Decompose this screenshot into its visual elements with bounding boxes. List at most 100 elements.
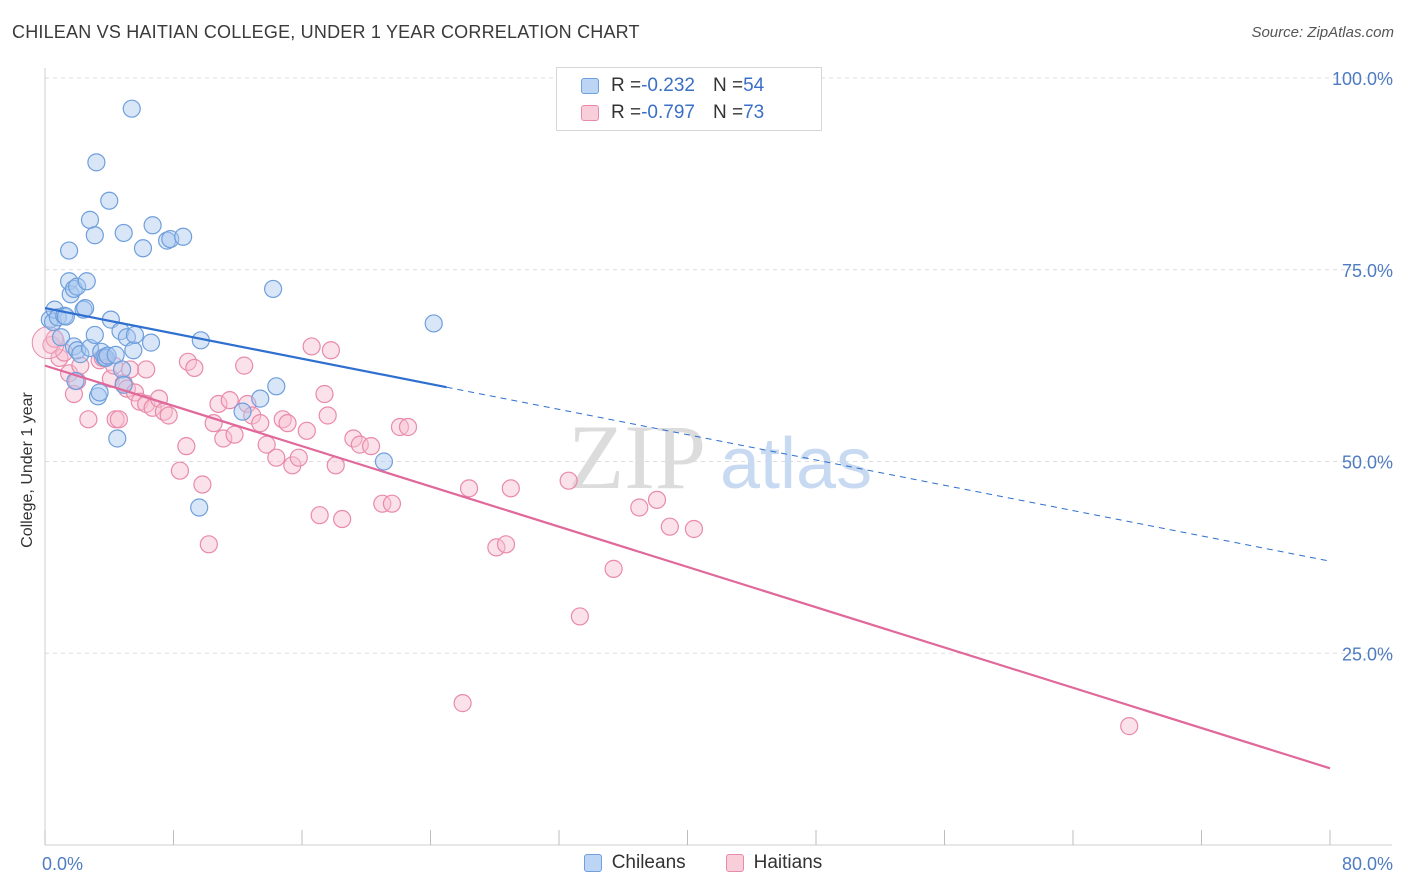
legend-r-value: -0.232: [641, 75, 695, 96]
correlation-legend: R = -0.232 N = 54 R = -0.797 N = 73: [556, 67, 822, 131]
haitians-point: [297, 421, 316, 440]
legend-swatch-blue: [583, 854, 602, 872]
haitians-trend-line: [44, 364, 1331, 770]
haitians-point: [559, 471, 578, 490]
legend-swatch-pink: [581, 105, 599, 121]
haitians-point: [289, 448, 308, 467]
chileans-point: [267, 377, 286, 396]
chileans-point: [251, 389, 270, 408]
haitians-point: [267, 448, 286, 467]
haitians-point: [684, 519, 704, 539]
chileans-point: [141, 333, 161, 352]
chileans-point: [71, 345, 90, 364]
axes-layer: [44, 68, 1392, 846]
chileans-point: [190, 498, 209, 517]
haitians-point: [660, 517, 679, 536]
haitians-point: [310, 506, 329, 525]
haitians-point: [177, 437, 196, 456]
haitians-point: [604, 559, 623, 578]
x-tick-label: 0.0%: [42, 854, 83, 874]
haitians-point: [496, 535, 516, 554]
haitians-point: [501, 479, 520, 498]
chileans-point: [51, 328, 71, 347]
haitians-point: [382, 494, 402, 513]
legend-swatch-blue: [581, 78, 599, 94]
haitians-point: [193, 475, 212, 494]
watermark-atlas: atlas: [720, 424, 872, 504]
haitians-point: [361, 437, 381, 456]
haitians-points: [31, 326, 1139, 736]
haitians-point: [209, 394, 228, 414]
chileans-point: [424, 314, 443, 333]
haitians-point: [453, 694, 472, 713]
chileans-trend-line: [44, 307, 447, 389]
y-tick-label: 50.0%: [1342, 453, 1393, 473]
chileans-point: [112, 360, 132, 379]
haitians-point: [159, 406, 178, 425]
chileans-point: [124, 341, 143, 360]
tick-labels: 25.0% 50.0% 75.0% 100.0% 0.0% 80.0%: [42, 69, 1393, 874]
legend-n-value: 54: [743, 75, 765, 96]
legend-r-value: -0.797: [641, 102, 695, 123]
haitians-point: [318, 406, 337, 425]
legend-n-label: N =: [712, 75, 744, 96]
chileans-point: [114, 223, 133, 243]
legend-label-haitians: Haitians: [753, 852, 823, 873]
legend-item-haitians[interactable]: Haitians: [725, 852, 823, 874]
chileans-point: [108, 429, 127, 448]
legend-r-label: R =: [611, 75, 642, 96]
watermark: ZIP atlas: [568, 406, 872, 508]
legend-row-haitians: R = -0.797 N = 73: [581, 101, 764, 125]
haitians-point: [459, 479, 479, 498]
chileans-point: [374, 452, 394, 471]
haitians-point: [1120, 717, 1139, 736]
chileans-point: [122, 99, 141, 118]
haitians-point: [373, 494, 392, 513]
chileans-points: [40, 99, 443, 517]
haitians-point: [321, 341, 341, 360]
haitians-point: [302, 337, 321, 356]
y-tick-label: 75.0%: [1342, 261, 1393, 281]
haitians-point: [235, 356, 254, 375]
chileans-point: [174, 227, 193, 246]
y-tick-label: 100.0%: [1332, 69, 1393, 89]
chart-title: CHILEAN VS HAITIAN COLLEGE, UNDER 1 YEAR…: [12, 22, 640, 42]
legend-n-label: N =: [712, 102, 744, 123]
legend-swatch-pink: [725, 854, 744, 872]
legend-row-chileans: R = -0.232 N = 54: [581, 74, 764, 98]
legend-label-chileans: Chileans: [611, 852, 686, 873]
chileans-point: [77, 272, 96, 291]
legend-r-label: R =: [611, 102, 642, 123]
chileans-point: [59, 241, 79, 260]
legend-item-chileans[interactable]: Chileans: [583, 852, 686, 874]
haitians-point: [251, 414, 270, 433]
chileans-point: [85, 325, 104, 345]
haitians-point: [79, 410, 98, 429]
chileans-trend-extension: [446, 386, 1331, 562]
haitians-point: [278, 414, 297, 433]
haitians-point: [630, 498, 649, 517]
haitians-point: [225, 425, 244, 444]
y-tick-label: 25.0%: [1342, 644, 1393, 664]
chileans-point: [143, 216, 162, 235]
haitians-point: [570, 607, 589, 626]
x-tick-label: 80.0%: [1342, 854, 1393, 874]
haitians-point: [220, 391, 239, 410]
haitians-point: [170, 461, 190, 480]
source-label: Source: ZipAtlas.com: [1251, 24, 1394, 41]
trend-lines: [44, 307, 1331, 770]
haitians-point: [333, 509, 352, 529]
chileans-point: [87, 153, 106, 172]
chileans-point: [263, 279, 283, 299]
legend-n-value: 73: [743, 102, 765, 123]
chileans-point: [233, 402, 252, 421]
chileans-point: [133, 239, 153, 258]
chileans-point: [90, 383, 109, 402]
chileans-point: [125, 325, 145, 345]
haitians-point: [109, 410, 128, 429]
watermark-zip: ZIP: [568, 406, 706, 508]
series-legend: Chileans Haitians: [0, 852, 1406, 874]
haitians-point: [185, 358, 204, 378]
chileans-point: [85, 226, 104, 245]
